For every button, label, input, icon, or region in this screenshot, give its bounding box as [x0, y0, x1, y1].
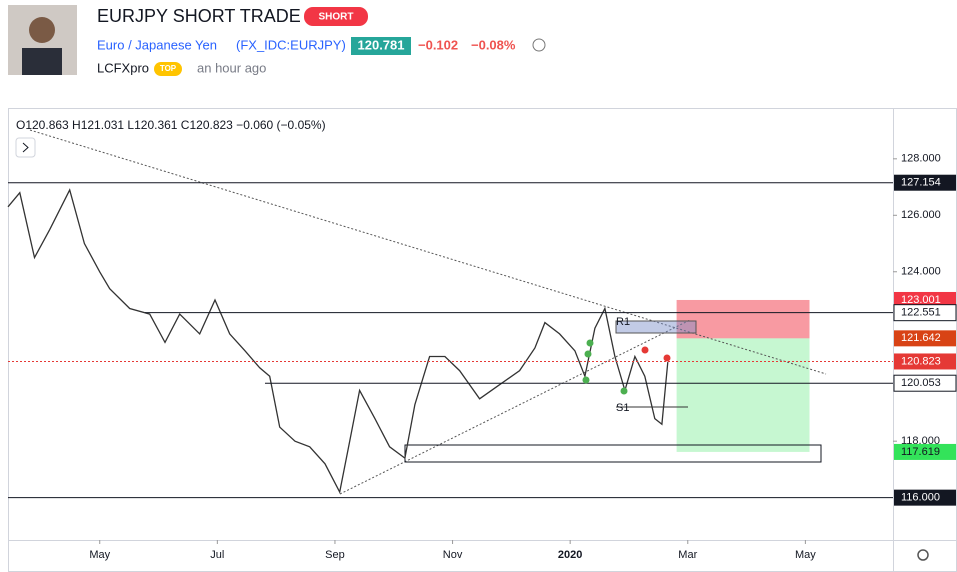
y-tick-label: 128.000: [901, 153, 941, 165]
x-tick-label: May: [795, 549, 816, 561]
avatar-body: [22, 48, 62, 75]
pivot-dot: [641, 346, 649, 354]
change-pct: −0.08%: [471, 37, 516, 52]
level-label: 120.823: [901, 355, 941, 367]
x-tick-label: Nov: [443, 549, 463, 561]
expand-button[interactable]: [15, 137, 36, 158]
x-tick-label: Jul: [210, 549, 224, 561]
level-box: [894, 330, 956, 347]
pivot-dot: [663, 354, 671, 362]
annotation: S1: [616, 402, 629, 414]
top-badge: TOP: [160, 64, 177, 73]
settings-icon[interactable]: [917, 549, 929, 561]
badge: SHORT: [319, 12, 354, 23]
change: −0.102: [418, 37, 458, 52]
zone-box: [404, 444, 822, 463]
level-box: [894, 353, 956, 370]
pivot-box: [615, 320, 697, 334]
level-label: 127.154: [901, 177, 941, 189]
top-bg: [154, 62, 182, 76]
pivot-dot: [620, 387, 628, 395]
target-zone: [676, 338, 810, 452]
symbol[interactable]: (FX_IDC:EURJPY): [236, 37, 346, 52]
pivot-dot: [586, 339, 594, 347]
x-tick-label: Mar: [678, 549, 697, 561]
level-box: [894, 174, 956, 191]
level-label: 121.642: [901, 332, 941, 344]
level-label: 117.619: [901, 446, 940, 458]
chart-frame: [8, 108, 957, 572]
instrument[interactable]: Euro / Japanese Yen: [97, 37, 217, 52]
stop-zone: [676, 299, 810, 339]
y-tick-label: 124.000: [901, 266, 941, 278]
level-box: [894, 489, 956, 506]
badge-bg: [304, 7, 368, 26]
level-box: [893, 304, 957, 322]
level-box: [894, 443, 956, 460]
level-box: [894, 291, 956, 308]
price-bg: [351, 37, 411, 55]
alert-icon[interactable]: [532, 38, 546, 52]
price-line: [7, 188, 669, 494]
expand-icon: [22, 142, 29, 153]
level-label: 122.551: [901, 307, 941, 319]
level-label: 123.001: [901, 294, 941, 306]
x-tick-label: May: [89, 549, 110, 561]
pivot-dot: [582, 376, 590, 384]
avatar-face: [29, 17, 55, 43]
pivot-dot: [584, 350, 592, 358]
level-box: [893, 374, 957, 392]
title: EURJPY SHORT TRADE: [97, 6, 301, 26]
y-tick-label: 126.000: [901, 209, 941, 221]
trendline: [339, 319, 691, 495]
annotation: R1: [616, 316, 630, 328]
level-label: 116.000: [901, 492, 940, 504]
author[interactable]: LCFXpro: [97, 60, 149, 75]
time: an hour ago: [197, 60, 266, 75]
price: 120.781: [358, 37, 405, 52]
x-tick-label: Sep: [325, 549, 345, 561]
ohlc: O120.863 H121.031 L120.361 C120.823 −0.0…: [16, 118, 326, 132]
x-tick-label: 2020: [558, 549, 582, 561]
level-label: 120.053: [901, 377, 941, 389]
